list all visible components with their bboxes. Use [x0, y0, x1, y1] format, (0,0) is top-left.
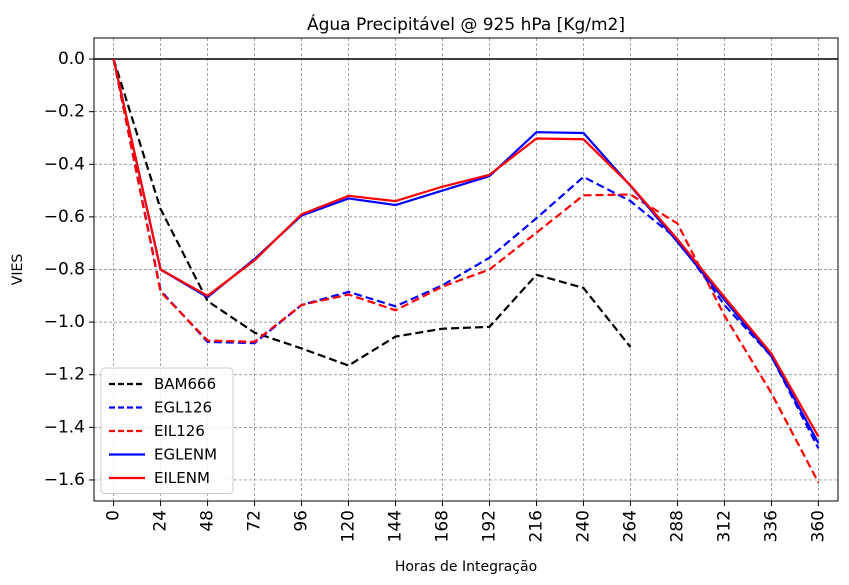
- legend-label-egl126: EGL126: [154, 399, 212, 417]
- y-tick-label: −1.2: [44, 365, 85, 385]
- x-tick-label: 216: [526, 510, 546, 542]
- x-tick-label: 120: [339, 510, 359, 542]
- x-ticks: 0 24 48 72 96 120 144 168 192 216 240 264 288 312 336 3…: [104, 501, 828, 542]
- y-tick-label: −0.2: [44, 102, 85, 122]
- y-tick-label: −1.0: [44, 312, 85, 332]
- y-axis-label: VIES: [10, 254, 26, 286]
- x-tick-label: 48: [198, 510, 218, 532]
- y-tick-label: −1.4: [44, 417, 85, 437]
- y-tick-label: −0.4: [44, 154, 85, 174]
- x-tick-label: 240: [573, 510, 593, 542]
- x-tick-label: 144: [386, 510, 406, 542]
- series-line-eil126: [112, 58, 820, 484]
- series-line-eilenm: [112, 58, 820, 438]
- x-tick-label: 192: [479, 510, 499, 542]
- y-tick-label: −1.6: [44, 470, 85, 490]
- legend-label-eglenm: EGLENM: [154, 446, 217, 464]
- legend-label-eilenm: EILENM: [154, 469, 210, 487]
- legend-box: [100, 367, 234, 494]
- y-tick-label: −0.8: [44, 260, 85, 280]
- x-tick-label: 72: [245, 510, 265, 532]
- y-tick-label: 0.0: [58, 49, 85, 69]
- legend-label-bam666: BAM666: [154, 375, 216, 393]
- x-tick-label: 360: [808, 510, 828, 542]
- series-layer: [112, 58, 820, 484]
- y-ticks: 0.0 −0.2 −0.4 −0.6 −0.8 −1.0 −1.2 −1.4 −1.6: [44, 49, 94, 490]
- chart-title: Água Precipitável @ 925 hPa [Kg/m2]: [307, 13, 625, 35]
- x-axis-label: Horas de Integração: [395, 559, 537, 575]
- x-tick-label: 312: [714, 510, 734, 542]
- legend: BAM666 EGL126 EIL126 EGLENM EILENM: [100, 367, 234, 494]
- x-tick-label: 264: [620, 510, 640, 542]
- x-tick-label: 288: [667, 510, 687, 542]
- x-tick-label: 336: [761, 510, 781, 542]
- x-tick-label: 0: [104, 510, 124, 521]
- x-tick-label: 168: [433, 510, 453, 542]
- legend-label-eil126: EIL126: [154, 422, 205, 440]
- x-tick-label: 96: [292, 510, 312, 532]
- x-tick-label: 24: [151, 510, 171, 532]
- y-tick-label: −0.6: [44, 207, 85, 227]
- series-line-bam666: [112, 58, 632, 367]
